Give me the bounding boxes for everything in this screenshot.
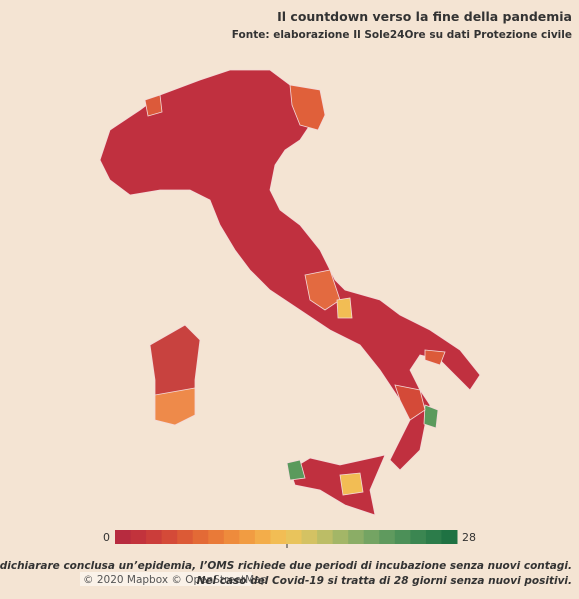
legend-swatch	[332, 530, 349, 544]
legend-min: 0	[103, 531, 110, 544]
legend-swatch	[223, 530, 240, 544]
italy-map	[99, 69, 481, 516]
legend-swatch	[130, 530, 147, 544]
sicily-west-green	[286, 459, 306, 481]
legend-swatch	[270, 530, 287, 544]
calabria	[394, 384, 426, 421]
legend-swatch	[410, 530, 427, 544]
puglia-south	[424, 349, 446, 366]
molise-yellow	[336, 297, 353, 319]
legend-swatch	[254, 530, 271, 544]
abruzzo	[304, 269, 341, 311]
legend-swatch	[286, 530, 303, 544]
footnote-line: Per dichiarare conclusa un’epidemia, l’O…	[0, 560, 572, 572]
legend	[115, 530, 458, 544]
legend-max: 28	[462, 531, 476, 544]
legend-swatch	[115, 530, 132, 544]
legend-swatch	[441, 530, 458, 544]
attribution: © 2020 Mapbox © OpenStreetMap	[83, 574, 268, 586]
subtitle: Fonte: elaborazione Il Sole24Ore su dati…	[232, 29, 572, 41]
legend-swatch	[363, 530, 380, 544]
legend-swatch	[348, 530, 365, 544]
legend-swatch	[394, 530, 411, 544]
legend-swatch	[239, 530, 256, 544]
legend-swatch	[379, 530, 396, 544]
legend-swatch	[425, 530, 442, 544]
calabria-green	[423, 404, 439, 429]
sicily	[289, 454, 386, 516]
legend-swatch	[208, 530, 225, 544]
legend-swatch	[177, 530, 194, 544]
legend-swatch	[161, 530, 178, 544]
legend-swatch	[317, 530, 334, 544]
aosta	[144, 94, 163, 117]
sardinia-south	[154, 387, 196, 426]
legend-swatch	[146, 530, 163, 544]
legend-swatch	[192, 530, 209, 544]
sicily-yellow	[339, 472, 364, 496]
legend-swatch	[301, 530, 318, 544]
attribution-bg	[80, 572, 252, 586]
footnote-line: Nel caso del Covid-19 si tratta di 28 gi…	[197, 575, 572, 587]
title: Il countdown verso la fine della pandemi…	[277, 9, 572, 24]
friuli	[289, 84, 326, 131]
